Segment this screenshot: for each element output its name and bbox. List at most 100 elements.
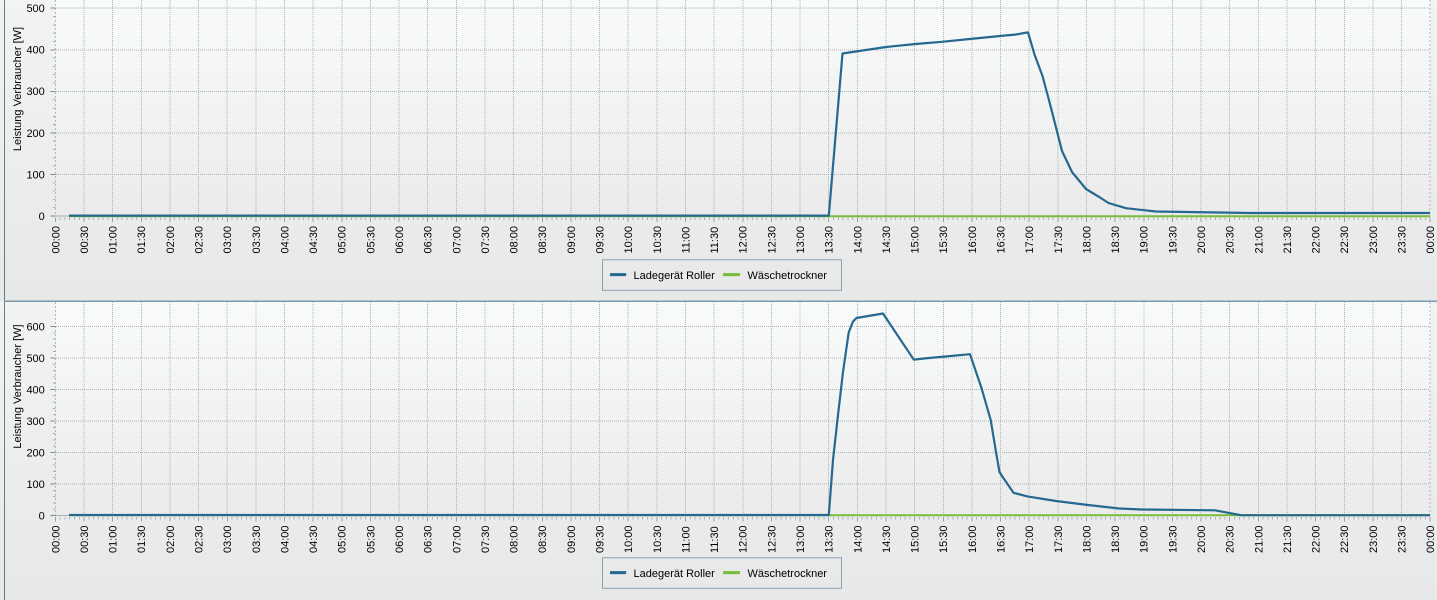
svg-text:00:30: 00:30 [79, 525, 91, 553]
svg-text:14:00: 14:00 [852, 525, 864, 553]
svg-text:03:30: 03:30 [251, 226, 263, 254]
svg-text:11:00: 11:00 [680, 227, 692, 254]
svg-text:07:30: 07:30 [480, 525, 492, 553]
svg-text:02:00: 02:00 [165, 525, 177, 553]
svg-text:03:00: 03:00 [222, 226, 234, 254]
svg-text:06:30: 06:30 [423, 525, 435, 553]
svg-text:Leistung Verbraucher [W]: Leistung Verbraucher [W] [12, 324, 24, 448]
svg-text:09:00: 09:00 [566, 525, 578, 553]
svg-text:04:30: 04:30 [308, 525, 320, 553]
svg-text:18:30: 18:30 [1110, 226, 1122, 254]
svg-text:00:30: 00:30 [79, 226, 91, 254]
svg-text:19:30: 19:30 [1167, 525, 1179, 553]
svg-text:100: 100 [26, 479, 44, 491]
svg-text:10:00: 10:00 [623, 525, 635, 553]
svg-text:02:30: 02:30 [194, 525, 206, 553]
svg-text:10:30: 10:30 [652, 226, 664, 254]
svg-text:19:00: 19:00 [1139, 226, 1151, 254]
svg-text:11:30: 11:30 [709, 227, 721, 254]
svg-text:13:00: 13:00 [795, 525, 807, 553]
svg-text:02:30: 02:30 [194, 226, 206, 254]
svg-text:08:00: 08:00 [509, 525, 521, 553]
svg-text:16:30: 16:30 [996, 226, 1008, 254]
svg-text:11:30: 11:30 [709, 526, 721, 553]
svg-text:0: 0 [39, 510, 45, 522]
svg-text:300: 300 [26, 86, 44, 98]
svg-text:23:30: 23:30 [1397, 226, 1409, 254]
svg-text:Ladegerät Roller: Ladegerät Roller [634, 270, 716, 282]
svg-text:20:30: 20:30 [1225, 525, 1237, 553]
svg-text:15:30: 15:30 [938, 525, 950, 553]
svg-text:03:00: 03:00 [222, 525, 234, 553]
svg-text:00:00: 00:00 [50, 525, 62, 553]
svg-text:06:30: 06:30 [423, 226, 435, 254]
svg-text:03:30: 03:30 [251, 525, 263, 553]
svg-text:08:30: 08:30 [537, 226, 549, 254]
svg-text:17:00: 17:00 [1024, 525, 1036, 553]
svg-text:12:30: 12:30 [766, 226, 778, 254]
svg-text:17:30: 17:30 [1053, 226, 1065, 254]
svg-text:0: 0 [39, 211, 45, 223]
svg-text:15:00: 15:00 [910, 525, 922, 553]
svg-text:00:00: 00:00 [1425, 525, 1437, 553]
svg-text:300: 300 [26, 416, 44, 428]
svg-text:Leistung Verbraucher [W]: Leistung Verbraucher [W] [12, 27, 24, 151]
svg-text:20:00: 20:00 [1196, 525, 1208, 553]
svg-text:21:00: 21:00 [1253, 525, 1265, 553]
svg-text:200: 200 [26, 447, 44, 459]
svg-text:600: 600 [26, 321, 44, 333]
svg-text:23:00: 23:00 [1368, 226, 1380, 254]
svg-text:01:30: 01:30 [136, 525, 148, 553]
svg-text:Ladegerät Roller: Ladegerät Roller [634, 568, 716, 580]
svg-text:07:00: 07:00 [451, 525, 463, 553]
svg-text:13:30: 13:30 [824, 226, 836, 254]
svg-text:04:30: 04:30 [308, 226, 320, 254]
svg-text:01:30: 01:30 [136, 226, 148, 254]
svg-text:11:00: 11:00 [680, 526, 692, 553]
svg-text:21:30: 21:30 [1282, 226, 1294, 254]
svg-text:22:30: 22:30 [1339, 226, 1351, 254]
svg-text:08:00: 08:00 [509, 226, 521, 254]
svg-text:05:30: 05:30 [365, 226, 377, 254]
svg-text:21:30: 21:30 [1282, 525, 1294, 553]
svg-text:22:00: 22:00 [1311, 226, 1323, 254]
svg-text:18:00: 18:00 [1081, 525, 1093, 553]
svg-text:15:30: 15:30 [938, 226, 950, 254]
svg-text:16:00: 16:00 [967, 525, 979, 553]
svg-text:20:00: 20:00 [1196, 226, 1208, 254]
svg-text:09:00: 09:00 [566, 226, 578, 254]
svg-text:04:00: 04:00 [279, 226, 291, 254]
svg-text:10:00: 10:00 [623, 226, 635, 254]
svg-text:09:30: 09:30 [595, 226, 607, 254]
svg-text:100: 100 [26, 169, 44, 181]
svg-text:12:00: 12:00 [738, 226, 750, 254]
svg-text:12:00: 12:00 [738, 525, 750, 553]
svg-text:07:00: 07:00 [451, 226, 463, 254]
svg-text:21:00: 21:00 [1253, 226, 1265, 254]
svg-text:10:30: 10:30 [652, 525, 664, 553]
svg-text:500: 500 [26, 3, 44, 15]
svg-text:09:30: 09:30 [595, 525, 607, 553]
svg-text:05:00: 05:00 [337, 226, 349, 254]
svg-text:01:00: 01:00 [108, 226, 120, 254]
svg-text:400: 400 [26, 384, 44, 396]
svg-text:14:30: 14:30 [881, 226, 893, 254]
svg-text:19:00: 19:00 [1139, 525, 1151, 553]
svg-text:16:00: 16:00 [967, 226, 979, 254]
svg-text:00:00: 00:00 [1425, 226, 1437, 254]
svg-text:08:30: 08:30 [537, 525, 549, 553]
svg-text:05:00: 05:00 [337, 525, 349, 553]
svg-text:22:00: 22:00 [1311, 525, 1323, 553]
svg-text:200: 200 [26, 128, 44, 140]
svg-text:14:00: 14:00 [852, 226, 864, 254]
svg-text:Wäschetrockner: Wäschetrockner [748, 270, 828, 282]
svg-text:15:00: 15:00 [910, 226, 922, 254]
svg-text:400: 400 [26, 45, 44, 57]
svg-text:23:30: 23:30 [1397, 525, 1409, 553]
svg-text:500: 500 [26, 353, 44, 365]
svg-text:12:30: 12:30 [766, 525, 778, 553]
svg-text:18:00: 18:00 [1081, 226, 1093, 254]
svg-text:18:30: 18:30 [1110, 525, 1122, 553]
svg-text:22:30: 22:30 [1339, 525, 1351, 553]
svg-text:13:30: 13:30 [824, 525, 836, 553]
